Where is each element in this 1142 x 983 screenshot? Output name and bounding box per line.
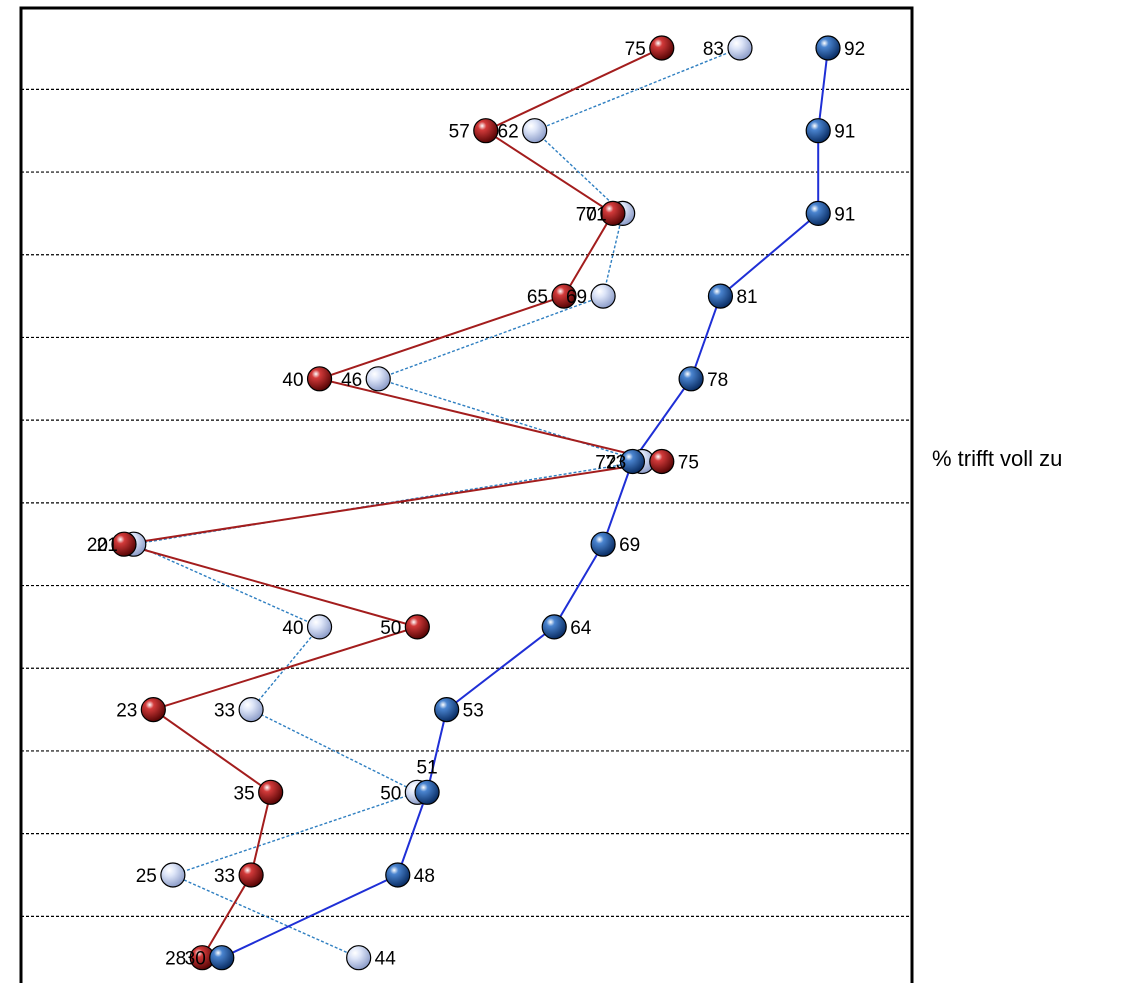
data-label: 83 bbox=[703, 39, 724, 60]
data-label: 69 bbox=[566, 287, 587, 308]
data-label: 62 bbox=[498, 122, 519, 143]
data-label: 53 bbox=[463, 701, 484, 722]
data-point bbox=[306, 366, 333, 392]
data-point bbox=[541, 614, 567, 640]
data-label: 71 bbox=[586, 204, 607, 225]
data-point bbox=[600, 200, 626, 226]
data-point bbox=[649, 448, 675, 475]
data-label: 70 bbox=[576, 204, 597, 225]
data-point bbox=[258, 779, 284, 805]
data-label: 40 bbox=[282, 618, 303, 639]
data-point bbox=[473, 118, 499, 144]
data-label: 28 bbox=[165, 949, 186, 970]
data-label: 91 bbox=[834, 122, 855, 143]
data-label: 20 bbox=[87, 535, 108, 556]
data-label: 91 bbox=[834, 204, 855, 225]
data-point bbox=[434, 696, 460, 723]
gridlines bbox=[21, 88, 912, 917]
data-point bbox=[649, 35, 675, 61]
data-point bbox=[238, 862, 264, 888]
data-point bbox=[346, 945, 372, 971]
data-point bbox=[551, 283, 577, 309]
data-point bbox=[111, 531, 137, 557]
data-point bbox=[365, 366, 391, 392]
data-label: 46 bbox=[341, 370, 362, 391]
data-point bbox=[678, 366, 704, 392]
data-point bbox=[160, 862, 186, 888]
data-label: 75 bbox=[678, 453, 699, 474]
data-label: 21 bbox=[97, 535, 118, 556]
side-label: % trifft voll zu bbox=[932, 446, 1062, 471]
data-point bbox=[590, 283, 616, 309]
data-point bbox=[727, 35, 753, 61]
data-label: 50 bbox=[380, 783, 401, 804]
data-point bbox=[414, 779, 440, 805]
data-point bbox=[805, 200, 831, 226]
data-point bbox=[590, 531, 616, 557]
data-label: 51 bbox=[417, 757, 438, 778]
data-label: 40 bbox=[282, 370, 303, 391]
data-point bbox=[306, 614, 333, 640]
data-label: 75 bbox=[625, 39, 646, 60]
data-point bbox=[385, 862, 411, 888]
data-label: 48 bbox=[414, 866, 435, 887]
data-label: 44 bbox=[375, 949, 397, 970]
data-point bbox=[238, 696, 264, 723]
data-point bbox=[209, 945, 235, 971]
series-line-2 bbox=[123, 47, 663, 959]
data-point bbox=[404, 614, 430, 640]
data-label: 72 bbox=[595, 453, 616, 474]
data-point bbox=[140, 696, 166, 723]
data-label: 69 bbox=[619, 535, 640, 556]
data-label: 50 bbox=[380, 618, 401, 639]
series-line-0 bbox=[221, 47, 829, 959]
plot-frame bbox=[19, 6, 914, 983]
data-label: 64 bbox=[570, 618, 592, 639]
data-label: 30 bbox=[185, 949, 206, 970]
data-label: 35 bbox=[234, 783, 255, 804]
data-label: 57 bbox=[449, 122, 470, 143]
data-point bbox=[522, 118, 548, 144]
data-point bbox=[707, 283, 734, 309]
data-label: 33 bbox=[214, 866, 235, 887]
data-label: 92 bbox=[844, 39, 865, 60]
data-label: 81 bbox=[736, 287, 757, 308]
series-lines bbox=[123, 47, 829, 959]
data-label: 65 bbox=[527, 287, 548, 308]
data-point bbox=[619, 448, 646, 475]
data-label: 73 bbox=[605, 453, 626, 474]
data-point bbox=[815, 35, 841, 61]
data-label: 78 bbox=[707, 370, 728, 391]
data-point bbox=[805, 118, 831, 144]
data-label: 23 bbox=[116, 701, 137, 722]
data-label: 33 bbox=[214, 701, 235, 722]
data-label: 25 bbox=[136, 866, 157, 887]
